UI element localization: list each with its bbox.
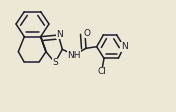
Text: Cl: Cl <box>97 67 106 76</box>
Text: N: N <box>121 42 127 51</box>
Text: NH: NH <box>67 51 81 59</box>
Text: O: O <box>83 28 90 38</box>
Text: S: S <box>52 58 58 67</box>
Text: N: N <box>56 29 63 39</box>
